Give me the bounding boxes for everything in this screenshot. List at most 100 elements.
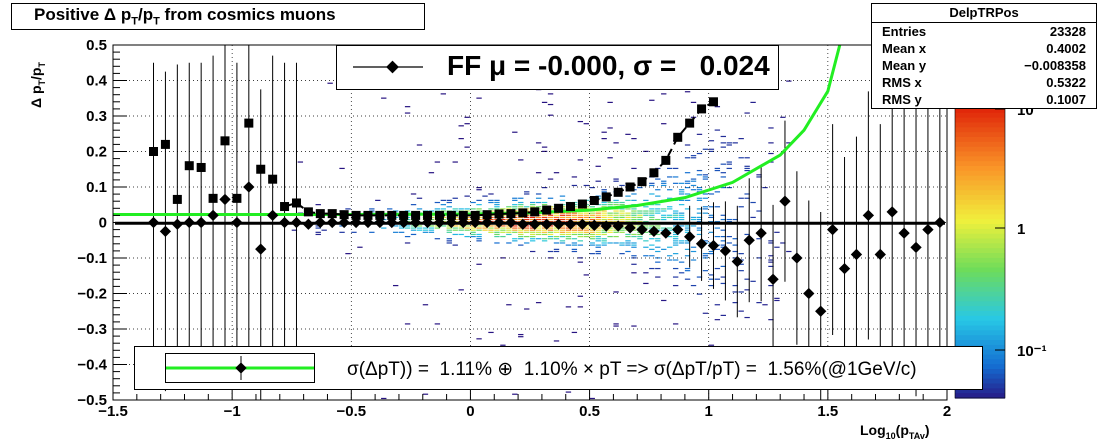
rms-marker bbox=[244, 118, 254, 128]
heatmap-cell bbox=[601, 210, 607, 212]
palette-swatch bbox=[955, 108, 1005, 114]
heatmap-cell bbox=[518, 231, 524, 233]
heatmap-cell bbox=[494, 206, 500, 208]
mean-marker bbox=[719, 245, 732, 257]
heatmap-cell bbox=[720, 265, 726, 268]
heatmap-cell bbox=[565, 216, 572, 219]
heatmap-cell bbox=[607, 227, 613, 229]
heatmap-cell bbox=[410, 227, 417, 229]
heatmap-cell bbox=[535, 197, 542, 199]
heatmap-cell bbox=[655, 233, 661, 236]
heatmap-cell bbox=[744, 316, 750, 319]
heatmap-cell bbox=[714, 169, 721, 172]
heatmap-cell bbox=[702, 206, 709, 208]
heatmap-cell bbox=[541, 187, 548, 189]
heatmap-cell bbox=[583, 274, 589, 276]
heatmap-cell bbox=[422, 393, 429, 395]
heatmap-cell bbox=[553, 218, 560, 221]
heatmap-cell bbox=[738, 263, 744, 265]
heatmap-cell bbox=[744, 197, 750, 199]
heatmap-cell bbox=[649, 204, 655, 206]
heatmap-cell bbox=[530, 201, 536, 204]
palette-swatch bbox=[955, 146, 1005, 153]
heatmap-cell bbox=[613, 221, 619, 223]
mean-marker bbox=[183, 216, 195, 229]
heatmap-cell bbox=[500, 231, 506, 233]
heatmap-cell bbox=[524, 229, 530, 231]
heatmap-cell bbox=[607, 231, 613, 233]
mean-marker bbox=[493, 216, 505, 229]
heatmap-cell bbox=[524, 218, 530, 221]
mean-marker bbox=[529, 218, 541, 230]
heatmap-cell bbox=[672, 167, 679, 170]
heatmap-cell bbox=[524, 193, 530, 195]
heatmap-cell bbox=[541, 231, 548, 233]
heatmap-cell bbox=[768, 261, 774, 263]
heatmap-cell bbox=[601, 231, 607, 233]
heatmap-cell bbox=[708, 221, 715, 223]
heatmap-cell bbox=[708, 148, 715, 150]
stats-row-mean-y: Mean y −0.008358 bbox=[872, 57, 1096, 74]
heatmap-cell bbox=[678, 204, 685, 206]
heatmap-cell bbox=[768, 240, 774, 242]
heatmap-cell bbox=[559, 195, 566, 197]
heatmap-cell bbox=[643, 231, 649, 233]
heatmap-cell bbox=[351, 231, 357, 233]
heatmap-cell bbox=[583, 233, 589, 236]
heatmap-cell bbox=[607, 229, 613, 231]
heatmap-cell bbox=[553, 231, 560, 233]
heatmap-cell bbox=[613, 204, 619, 206]
heatmap-cell bbox=[655, 210, 661, 212]
heatmap-cell bbox=[714, 129, 721, 131]
heatmap-cell bbox=[577, 233, 584, 236]
heatmap-cell bbox=[649, 182, 655, 184]
palette-swatch bbox=[955, 112, 1005, 119]
mean-marker bbox=[266, 209, 279, 222]
heatmap-cell bbox=[613, 199, 619, 201]
heatmap-cell bbox=[547, 257, 554, 259]
heatmap-cell bbox=[589, 242, 595, 244]
heatmap-cell bbox=[530, 206, 536, 208]
heatmap-cell bbox=[577, 235, 584, 238]
heatmap-cell bbox=[559, 231, 566, 233]
heatmap-cell bbox=[315, 204, 321, 206]
heatmap-cell bbox=[613, 214, 619, 216]
heatmap-cell bbox=[494, 229, 500, 231]
heatmap-cell bbox=[672, 210, 679, 212]
heatmap-cell bbox=[619, 229, 625, 231]
heatmap-cell bbox=[512, 199, 518, 201]
heatmap-cell bbox=[672, 238, 679, 240]
heatmap-cell bbox=[470, 227, 476, 229]
mean-marker bbox=[910, 241, 922, 254]
heatmap-cell bbox=[655, 212, 661, 214]
heatmap-cell bbox=[631, 242, 637, 244]
legend-marker bbox=[235, 362, 247, 374]
heatmap-cell bbox=[577, 216, 584, 219]
heatmap-cell bbox=[720, 135, 726, 138]
heatmap-cell bbox=[583, 227, 589, 229]
mean-marker bbox=[159, 225, 172, 238]
heatmap-cell bbox=[607, 218, 613, 221]
heatmap-cell bbox=[637, 235, 643, 238]
palette-swatch bbox=[955, 170, 1005, 177]
heatmap-cell bbox=[547, 114, 554, 116]
mean-marker bbox=[290, 216, 303, 229]
heatmap-cell bbox=[714, 167, 721, 170]
heatmap-cell bbox=[458, 227, 464, 229]
heatmap-cell bbox=[678, 242, 685, 244]
heatmap-cell bbox=[601, 221, 607, 223]
heatmap-cell bbox=[589, 187, 595, 189]
heatmap-cell bbox=[535, 231, 542, 233]
heatmap-cell bbox=[530, 204, 536, 206]
stats-row-rms-y: RMS y 0.1007 bbox=[872, 91, 1096, 108]
heatmap-cell bbox=[655, 227, 661, 229]
heatmap-cell bbox=[655, 189, 661, 191]
heatmap-cell bbox=[535, 216, 542, 219]
heatmap-cell bbox=[631, 212, 637, 214]
mean-marker bbox=[672, 223, 684, 236]
mean-marker bbox=[731, 255, 743, 268]
heatmap-cell bbox=[541, 214, 548, 216]
heatmap-cell bbox=[690, 157, 697, 159]
heatmap-cell bbox=[506, 233, 512, 236]
mean-marker bbox=[350, 216, 362, 229]
